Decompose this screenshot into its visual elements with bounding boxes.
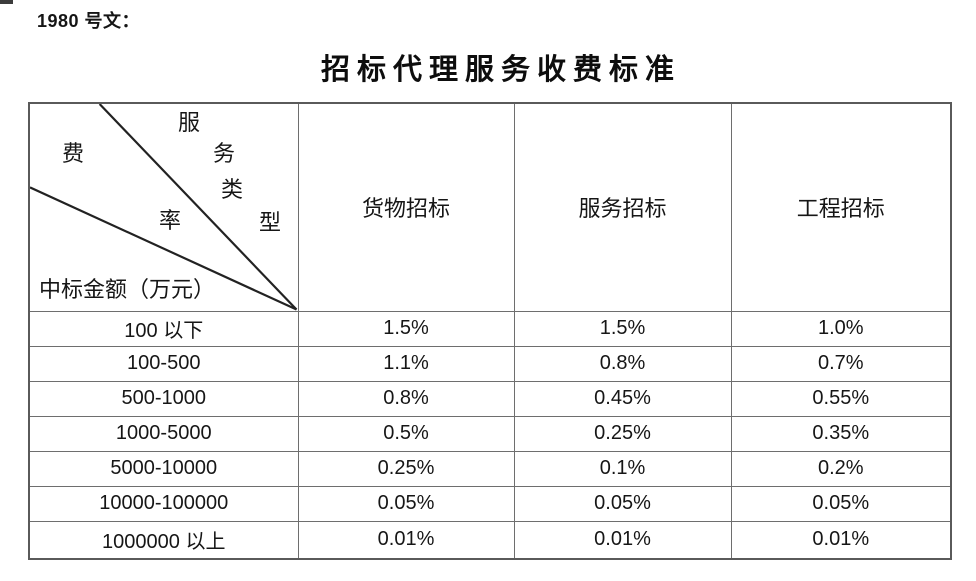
table-row: 100 以下 1.5% 1.5% 1.0% [28,310,952,347]
page-title: 招标代理服务收费标准 [320,54,681,86]
corner-cell: 服 务 类 型 费 率 中标金额（万元） [28,102,299,312]
fee-value-cell: 0.2% [730,450,952,487]
column-header-engineering: 工程招标 [730,102,952,312]
corner-type-char: 型 [259,210,282,235]
row-label-cell: 100 以下 [28,310,299,347]
corner-type-char: 务 [213,141,236,166]
fee-value-cell: 0.45% [513,380,732,417]
table-row: 500-1000 0.8% 0.45% 0.55% [28,380,952,417]
fee-value-cell: 1.0% [730,310,952,347]
corner-rate-char: 率 [159,208,182,233]
fee-value-cell: 0.55% [730,380,952,417]
table-row: 10000-100000 0.05% 0.05% 0.05% [28,485,952,522]
fee-value-cell: 0.25% [297,450,515,487]
fee-value-cell: 0.01% [730,520,952,560]
corner-rate-char: 费 [62,141,85,166]
row-label-cell: 10000-100000 [28,485,299,522]
header-row: 服 务 类 型 费 率 中标金额（万元） 货物招标 服务招标 工程招标 [28,102,952,312]
fee-table: 服 务 类 型 费 率 中标金额（万元） 货物招标 服务招标 工程招标 100 … [28,102,952,560]
fee-value-cell: 0.7% [730,345,952,382]
table-row: 100-500 1.1% 0.8% 0.7% [28,345,952,382]
fee-value-cell: 0.25% [513,415,732,452]
table-row: 5000-10000 0.25% 0.1% 0.2% [28,450,952,487]
corner-type-char: 服 [178,110,201,135]
corner-row-axis-label: 中标金额（万元） [39,277,216,302]
fee-value-cell: 0.05% [730,485,952,522]
fee-value-cell: 0.1% [513,450,732,487]
row-label-cell: 5000-10000 [28,450,299,487]
corner-type-char: 类 [221,177,244,202]
table-row: 1000000 以上 0.01% 0.01% 0.01% [28,520,952,560]
row-label-cell: 1000-5000 [28,415,299,452]
fee-value-cell: 0.35% [730,415,952,452]
fee-value-cell: 1.1% [297,345,515,382]
column-header-goods: 货物招标 [297,102,515,312]
fee-value-cell: 0.5% [297,415,515,452]
fee-value-cell: 0.01% [513,520,732,560]
fee-value-cell: 1.5% [297,310,515,347]
fee-value-cell: 0.05% [297,485,515,522]
fee-value-cell: 1.5% [513,310,732,347]
table-row: 1000-5000 0.5% 0.25% 0.35% [28,415,952,452]
fee-value-cell: 0.8% [513,345,732,382]
fee-value-cell: 0.8% [297,380,515,417]
row-label-cell: 500-1000 [28,380,299,417]
fee-value-cell: 0.05% [513,485,732,522]
row-label-cell: 100-500 [28,345,299,382]
screenshot-edge-artifact [0,0,13,4]
doc-number: 1980 号文： [37,11,141,31]
row-label-cell: 1000000 以上 [28,520,299,560]
fee-value-cell: 0.01% [297,520,515,560]
diagonal-lines [30,104,298,311]
column-header-services: 服务招标 [513,102,732,312]
